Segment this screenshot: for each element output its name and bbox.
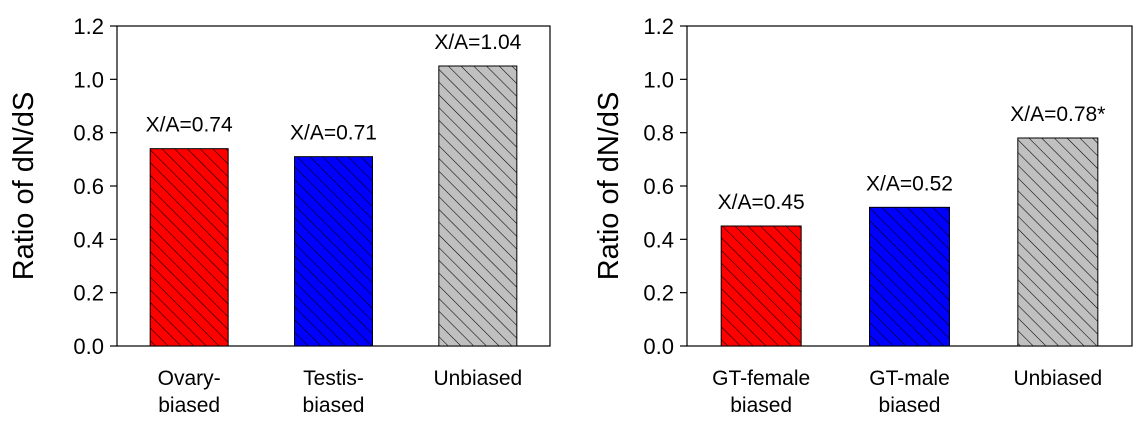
bar-value-label: X/A=0.52 (866, 172, 953, 195)
x-tick-label: GT-female (712, 367, 810, 390)
bar (720, 225, 802, 347)
bar (294, 156, 373, 347)
x-tick-label: Testis- (303, 367, 364, 390)
bar (869, 206, 950, 347)
y-tick-label: 0.8 (73, 121, 104, 146)
bar-value-label: X/A=0.78* (1010, 103, 1105, 126)
bar-chart-right: 0.0 0.2 0.4 0.6 0.8 1.0 1.2 Ratio of dN/dS X/A=0… (593, 14, 1133, 417)
bar-value-label: X/A=0.74 (146, 114, 233, 137)
bar-value-label: X/A=1.04 (434, 31, 521, 54)
bar-chart-left: 0.0 0.2 0.4 0.6 0.8 1.0 1.2 Ratio of dN/dS X/A=0… (8, 14, 551, 417)
bar-value-label: X/A=0.45 (718, 191, 805, 214)
y-tick-label: 1.0 (73, 67, 104, 92)
y-tick-label: 0.8 (643, 121, 674, 146)
x-tick-label: Unbiased (433, 367, 522, 390)
x-tick-label: biased (303, 394, 365, 417)
y-tick-label: 0.4 (643, 227, 674, 252)
x-tick-label: Ovary- (158, 367, 221, 390)
y-tick-label: 1.2 (73, 14, 104, 39)
y-tick-label: 0.0 (643, 334, 674, 359)
bar (149, 148, 229, 347)
x-tick-label: biased (158, 394, 220, 417)
x-tick-label: biased (879, 394, 941, 417)
x-tick-label: Unbiased (1013, 367, 1102, 390)
y-tick-label: 0.6 (73, 174, 104, 199)
chart-panel-left: 0.0 0.2 0.4 0.6 0.8 1.0 1.2 Ratio of dN/dS X/A=0… (0, 0, 560, 419)
bar (1017, 137, 1099, 347)
y-axis-title: Ratio of dN/dS (593, 92, 625, 281)
y-tick-label: 0.4 (73, 227, 104, 252)
bar (438, 65, 518, 347)
y-axis-title: Ratio of dN/dS (8, 92, 40, 281)
x-tick-label: biased (730, 394, 792, 417)
y-tick-label: 0.2 (643, 281, 674, 306)
y-tick-label: 0.0 (73, 334, 104, 359)
y-tick-label: 0.2 (73, 281, 104, 306)
chart-panel-right: 0.0 0.2 0.4 0.6 0.8 1.0 1.2 Ratio of dN/dS X/A=0… (585, 0, 1142, 419)
x-tick-label: GT-male (869, 367, 950, 390)
bar-value-label: X/A=0.71 (290, 122, 377, 145)
y-tick-label: 1.0 (643, 67, 674, 92)
y-tick-label: 0.6 (643, 174, 674, 199)
y-tick-label: 1.2 (643, 14, 674, 39)
